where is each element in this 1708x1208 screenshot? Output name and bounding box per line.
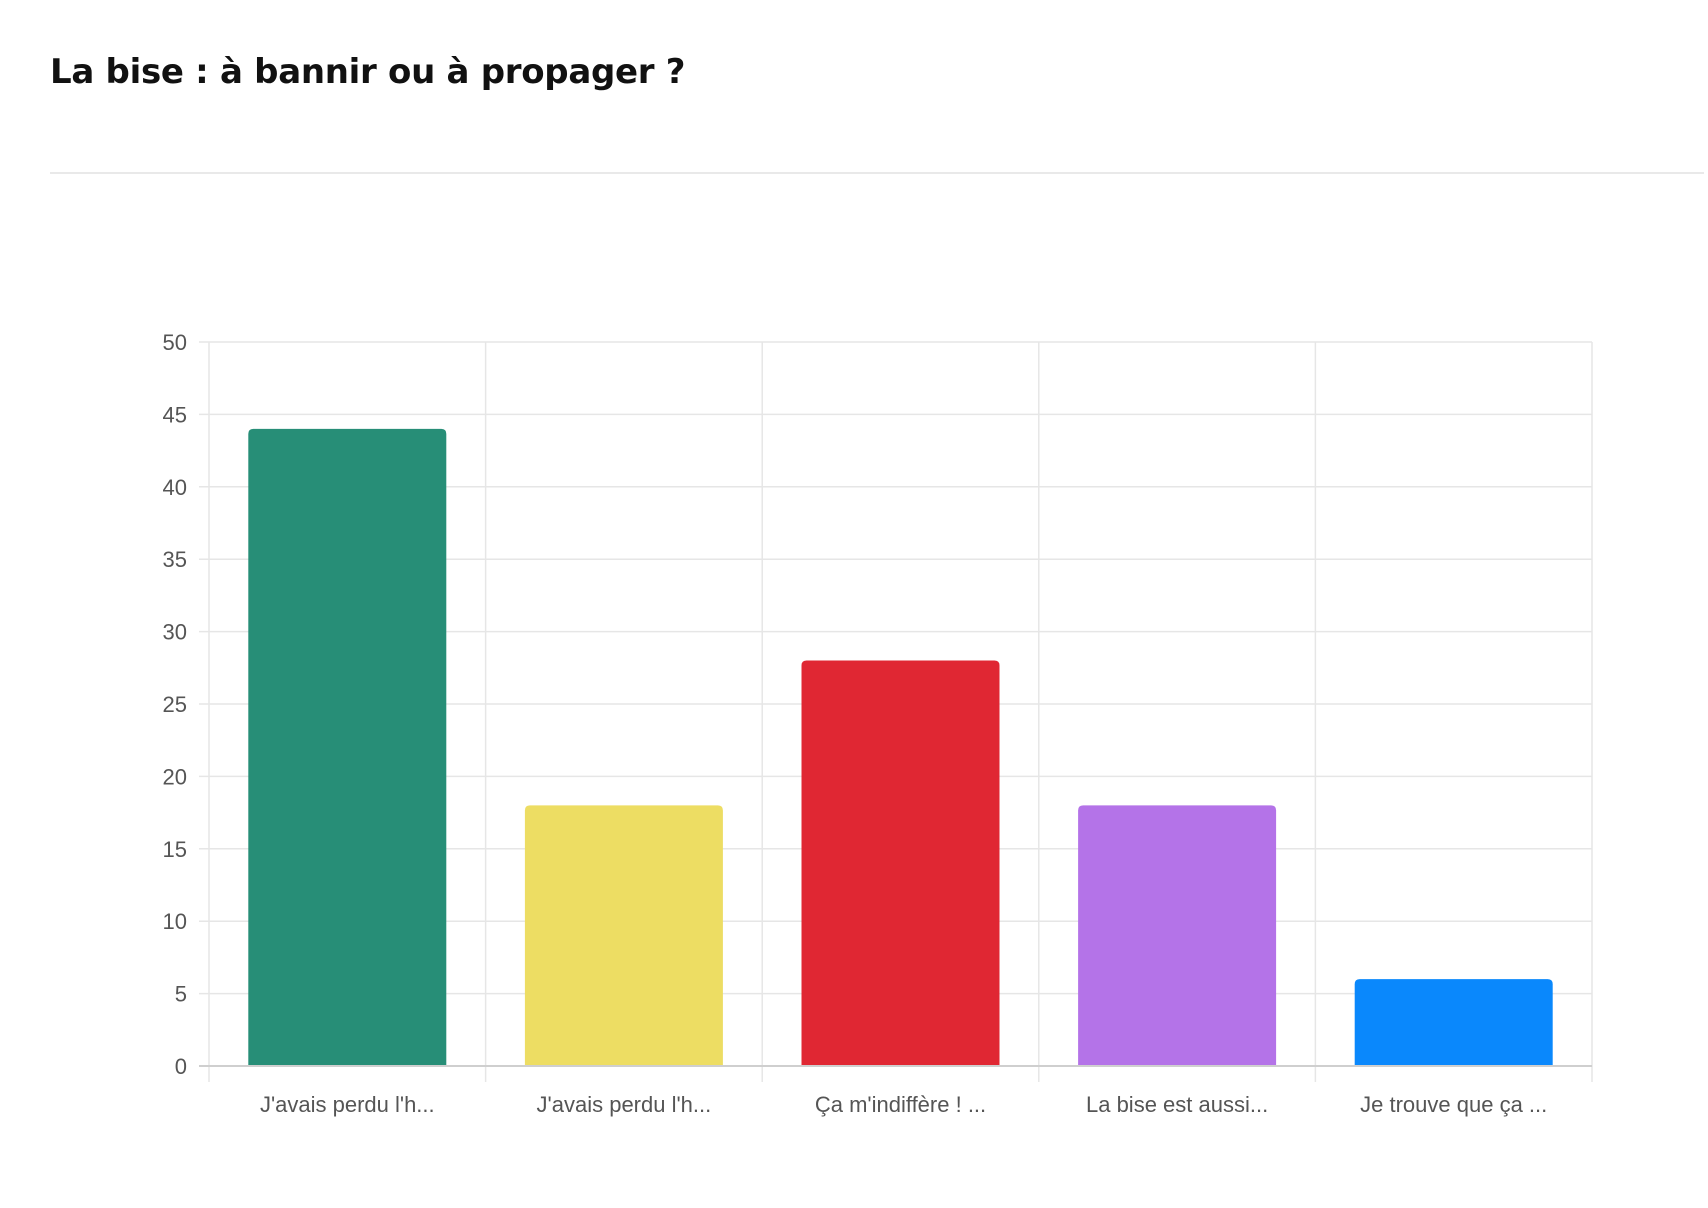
- x-category-label: Je trouve que ça ...: [1360, 1092, 1547, 1117]
- x-category-label: J'avais perdu l'h...: [260, 1092, 435, 1117]
- x-category-label: La bise est aussi...: [1086, 1092, 1268, 1117]
- x-category-label: Ça m'indiffère ! ...: [815, 1092, 986, 1117]
- y-tick-label: 25: [163, 692, 187, 717]
- bar-1[interactable]: [248, 428, 447, 1066]
- chart-labels: 0 5 10 15 20 25 30 35 40 45 50 J'avais perdu l'h...…: [163, 330, 1548, 1117]
- bar-5[interactable]: [1354, 979, 1553, 1066]
- y-tick-label: 15: [163, 837, 187, 862]
- y-tick-label: 35: [163, 547, 187, 572]
- y-tick-label: 40: [163, 475, 187, 500]
- y-tick-label: 50: [163, 330, 187, 355]
- x-category-label: J'avais perdu l'h...: [537, 1092, 712, 1117]
- y-tick-label: 5: [175, 982, 187, 1007]
- y-tick-label: 30: [163, 620, 187, 645]
- bar-2[interactable]: [524, 805, 723, 1066]
- chart-bars: [248, 428, 1553, 1066]
- bar-4[interactable]: [1078, 805, 1277, 1066]
- y-tick-label: 20: [163, 764, 187, 789]
- y-tick-label: 10: [163, 909, 187, 934]
- page-title: La bise : à bannir ou à propager ?: [50, 52, 686, 92]
- title-divider: [50, 172, 1704, 174]
- y-tick-label: 45: [163, 402, 187, 427]
- bar-3[interactable]: [801, 660, 1000, 1066]
- y-tick-label: 0: [175, 1054, 187, 1079]
